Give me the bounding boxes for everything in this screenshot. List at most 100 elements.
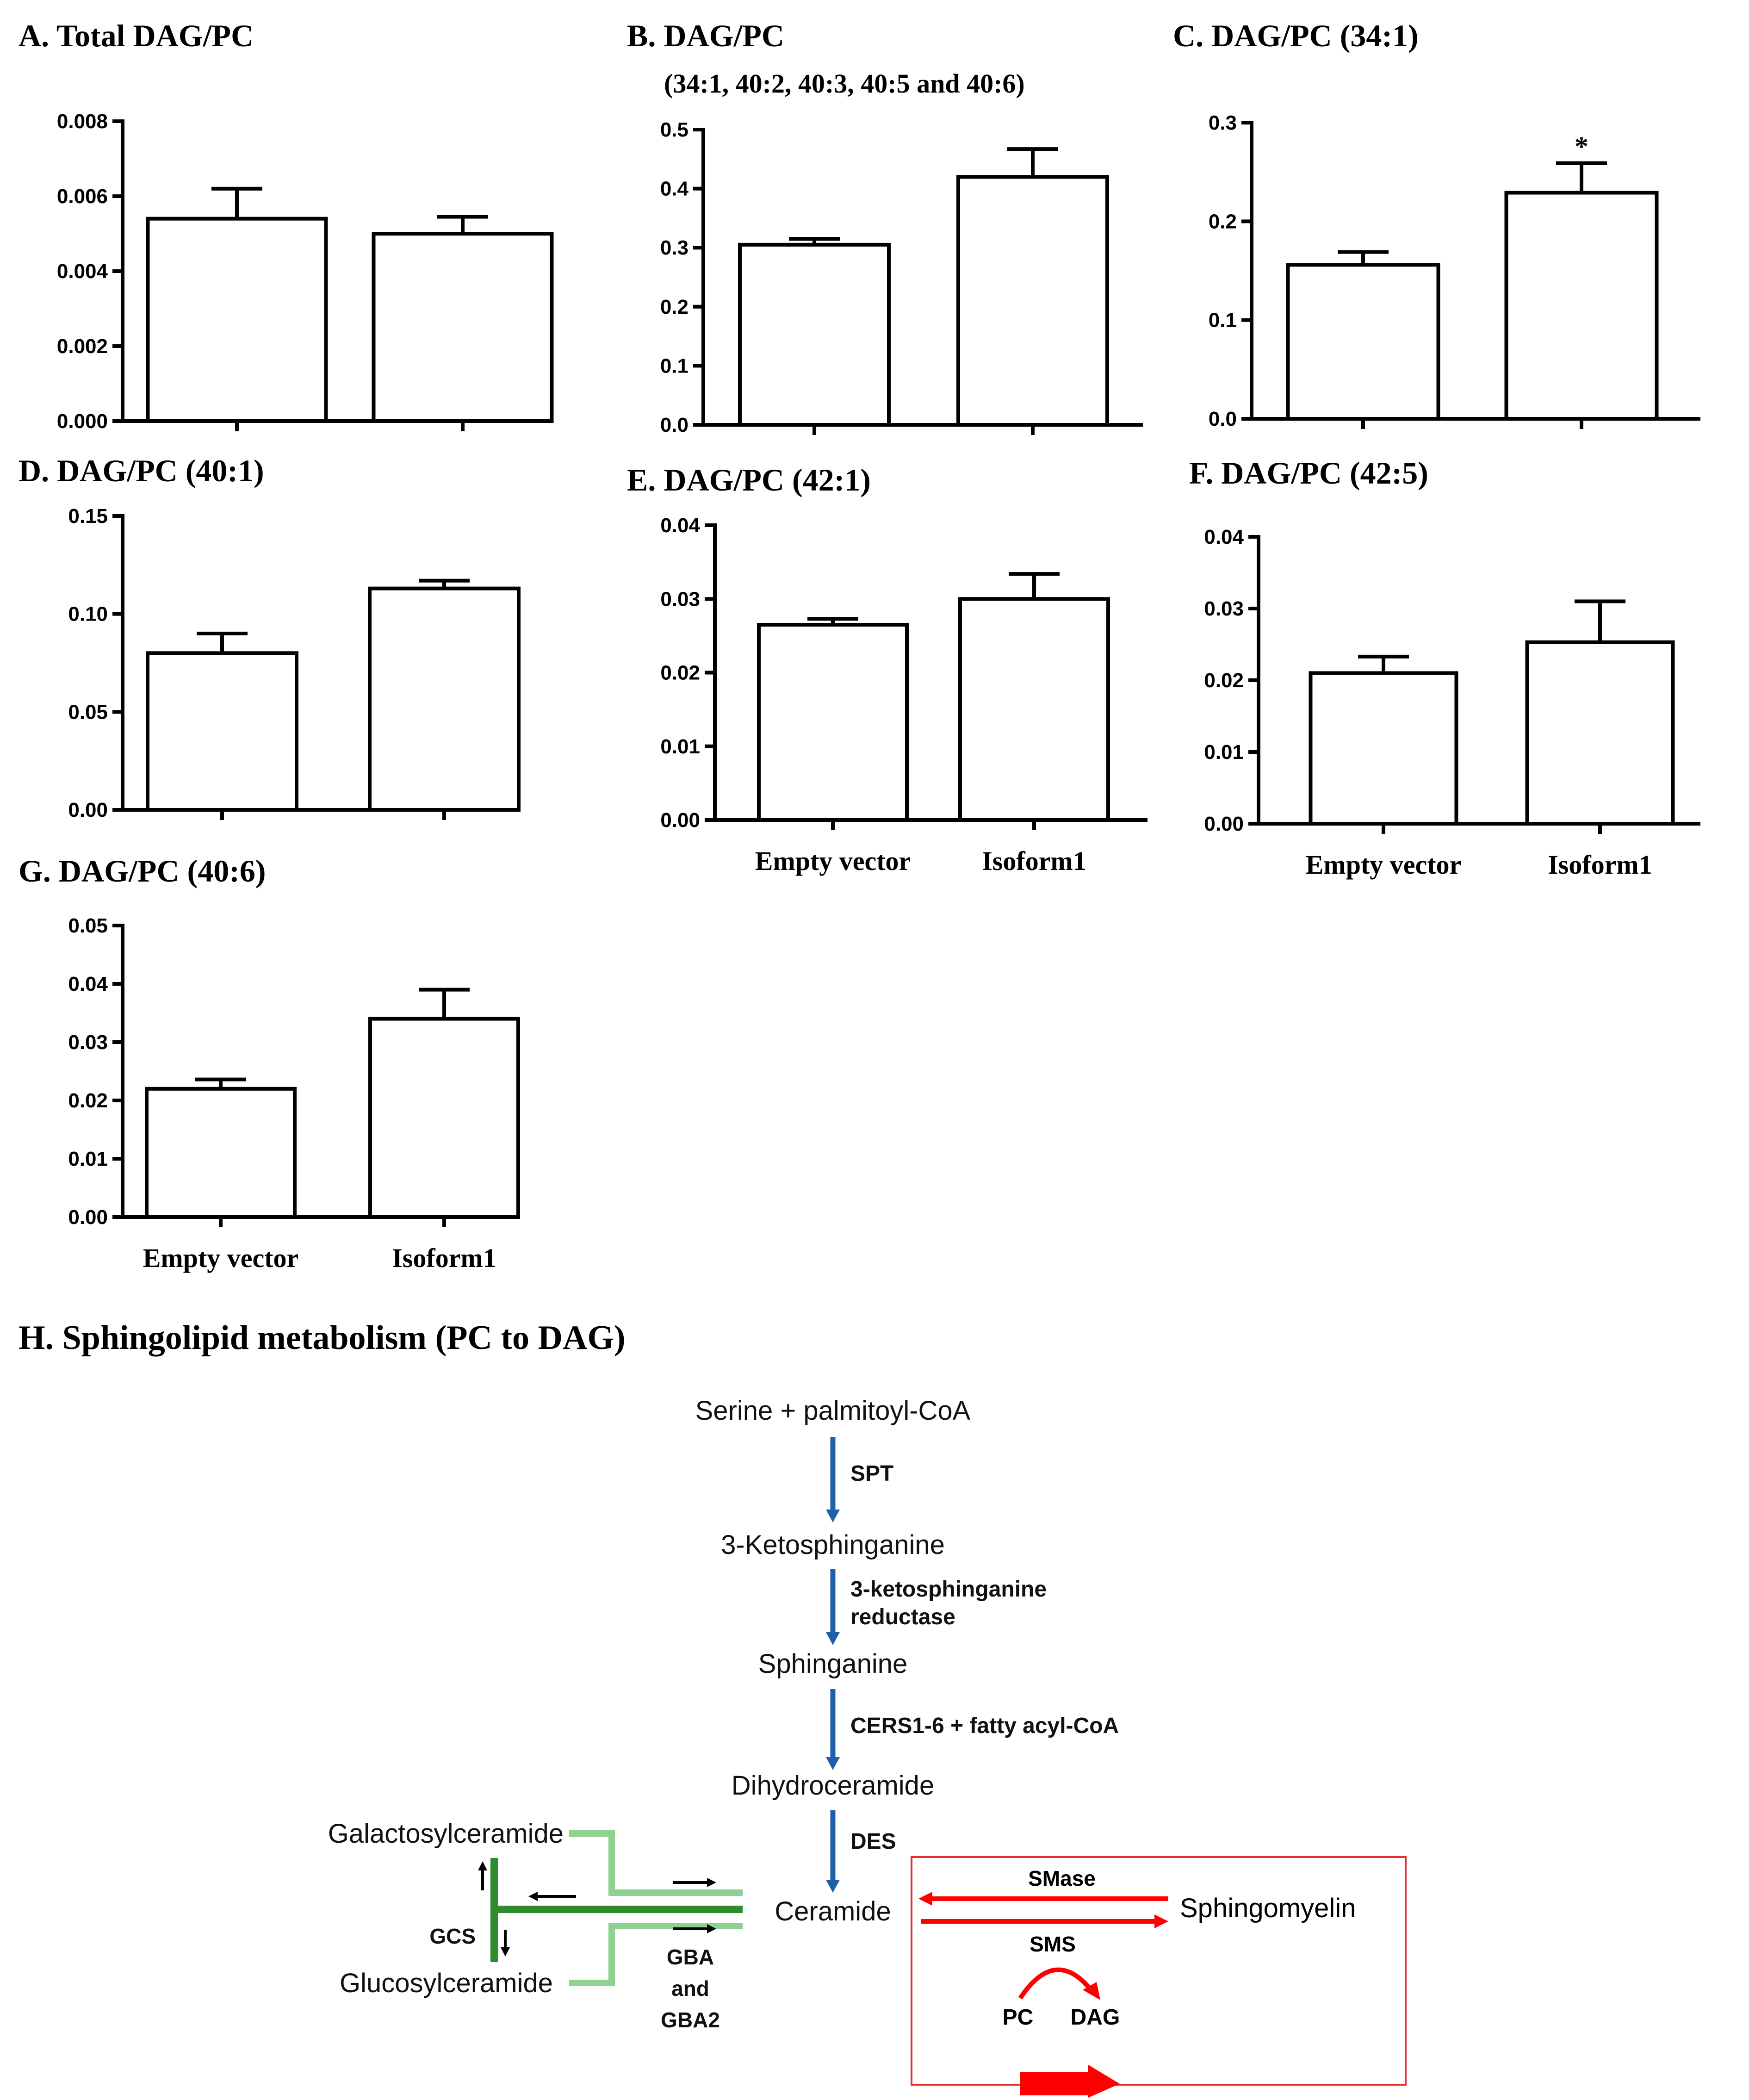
y-tick-label: 0.10 bbox=[68, 603, 108, 626]
y-tick-label: 0.01 bbox=[68, 1148, 108, 1170]
panel-e-title: E. DAG/PC (42:1) bbox=[627, 462, 871, 497]
y-tick-label: 0.5 bbox=[660, 118, 688, 141]
serine-palmitoyl-coa-label: Serine + palmitoyl-CoA bbox=[695, 1396, 971, 1426]
bar bbox=[1504, 191, 1659, 421]
enzyme-smase: SMase bbox=[1028, 1866, 1096, 1890]
arrow-smase-head bbox=[918, 1892, 932, 1906]
y-tick-label: 0.00 bbox=[68, 799, 108, 821]
y-tick-label: 0.02 bbox=[68, 1089, 108, 1112]
y-tick-label: 0.15 bbox=[68, 505, 108, 528]
y-tick-label: 0.1 bbox=[660, 354, 688, 377]
sms-box-frame bbox=[911, 1856, 1407, 2086]
enzyme-spt: SPT bbox=[850, 1461, 893, 1486]
arrow-right-bottom-head bbox=[707, 1924, 716, 1933]
y-tick-label: 0.2 bbox=[1209, 210, 1237, 233]
y-tick-label: 0.00 bbox=[68, 1206, 108, 1229]
bar bbox=[1309, 671, 1458, 826]
glucosylceramide-label: Glucosylceramide bbox=[340, 1968, 553, 1998]
bar bbox=[1525, 640, 1675, 826]
arrow-keto-reductase-head bbox=[826, 1632, 840, 1645]
pc-to-dag-curve bbox=[1018, 1967, 1093, 2000]
panel-d-title: D. DAG/PC (40:1) bbox=[19, 453, 264, 488]
x-category-label: Isoform1 bbox=[982, 846, 1086, 876]
big-red-arrow-head bbox=[1088, 2065, 1120, 2098]
galactosylceramide-label: Galactosylceramide bbox=[328, 1819, 564, 1849]
panel-a-title: A. Total DAG/PC bbox=[19, 18, 254, 53]
panel-g-title: G. DAG/PC (40:6) bbox=[19, 853, 266, 888]
bar bbox=[368, 586, 521, 812]
arrow-down-gluco-head bbox=[501, 1947, 510, 1957]
y-tick-label: 0.04 bbox=[68, 973, 108, 995]
enzyme-des: DES bbox=[850, 1829, 896, 1854]
enzyme-gcs: GCS bbox=[429, 1924, 476, 1948]
panel-h: H. Sphingolipid metabolism (PC to DAG) S… bbox=[19, 1319, 1407, 2098]
arrow-up-galacto-head bbox=[478, 1861, 487, 1870]
panel-f: F. DAG/PC (42:5) 0.00 0.01 0.02 0.03 0.04 Emp… bbox=[1189, 455, 1700, 880]
y-tick-label: 0.05 bbox=[68, 701, 108, 723]
y-tick-label: 0.002 bbox=[57, 335, 108, 358]
bar bbox=[956, 175, 1109, 427]
bar bbox=[146, 651, 298, 812]
y-tick-label: 0.3 bbox=[660, 236, 688, 259]
enzyme-gba-line2: and bbox=[671, 1976, 709, 2001]
y-tick-label: 0.3 bbox=[1209, 112, 1237, 134]
x-category-label: Empty vector bbox=[1306, 850, 1462, 880]
ketosphinganine-label: 3-Ketosphinganine bbox=[721, 1530, 945, 1560]
panel-d: D. DAG/PC (40:1) 0.00 0.05 0.10 0.15 bbox=[19, 453, 521, 821]
chart-f: 0.00 0.01 0.02 0.03 0.04 Empty vector Isoform1 bbox=[1204, 526, 1700, 880]
panel-h-title: H. Sphingolipid metabolism (PC to DAG) bbox=[19, 1319, 626, 1357]
y-tick-label: 0.03 bbox=[660, 588, 700, 610]
panel-c-title: C. DAG/PC (34:1) bbox=[1173, 18, 1419, 53]
arrow-spt-head bbox=[826, 1510, 840, 1522]
y-tick-label: 0.03 bbox=[68, 1031, 108, 1054]
arrow-des-head bbox=[826, 1880, 840, 1893]
panel-c: C. DAG/PC (34:1) 0.0 0.1 0.2 0.3 * bbox=[1173, 18, 1700, 430]
glycosylation-branch bbox=[490, 1830, 743, 1986]
dag-label: DAG bbox=[1071, 2005, 1120, 2030]
galacto-bracket-line bbox=[569, 1830, 743, 1896]
arrow-cers-head bbox=[826, 1757, 840, 1770]
y-tick-label: 0.1 bbox=[1209, 309, 1237, 332]
y-tick-label: 0.2 bbox=[660, 296, 688, 318]
pc-label: PC bbox=[1003, 2005, 1034, 2030]
y-tick-label: 0.01 bbox=[1204, 741, 1244, 764]
y-tick-label: 0.02 bbox=[660, 662, 700, 684]
chart-d: 0.00 0.05 0.10 0.15 bbox=[68, 505, 521, 821]
panel-b-title: B. DAG/PC bbox=[627, 18, 784, 53]
panel-e: E. DAG/PC (42:1) 0.00 0.01 0.02 0.03 0.04 Emp… bbox=[627, 462, 1147, 876]
x-category-label: Isoform1 bbox=[1548, 850, 1652, 880]
y-tick-label: 0.006 bbox=[57, 185, 108, 208]
bar bbox=[145, 1087, 297, 1219]
x-category-label: Empty vector bbox=[755, 846, 911, 876]
bar bbox=[372, 232, 554, 423]
y-tick-label: 0.0 bbox=[660, 414, 688, 436]
y-tick-label: 0.00 bbox=[1204, 813, 1244, 835]
y-tick-label: 0.000 bbox=[57, 410, 108, 433]
gluco-bracket-line bbox=[569, 1923, 743, 1986]
bar bbox=[368, 1017, 520, 1219]
enzyme-keto-reductase-line1: 3-ketosphinganine bbox=[850, 1577, 1047, 1602]
enzyme-gba-line3: GBA2 bbox=[661, 2008, 720, 2032]
big-red-arrow-body bbox=[1020, 2072, 1091, 2095]
y-tick-label: 0.02 bbox=[1204, 669, 1244, 692]
bar bbox=[1286, 263, 1440, 421]
chart-b: 0.0 0.1 0.2 0.3 0.4 0.5 bbox=[660, 118, 1143, 436]
y-tick-label: 0.04 bbox=[1204, 526, 1244, 548]
panel-g: G. DAG/PC (40:6) 0.000.010.020.030.040.0… bbox=[19, 853, 520, 1273]
ceramide-label: Ceramide bbox=[775, 1896, 891, 1926]
chart-a: 0.000 0.002 0.004 0.006 0.008 bbox=[57, 110, 554, 433]
y-tick-label: 0.00 bbox=[660, 809, 700, 832]
sphinganine-label: Sphinganine bbox=[758, 1649, 908, 1679]
sphingomyelin-label: Sphingomyelin bbox=[1180, 1893, 1356, 1923]
y-tick-label: 0.008 bbox=[57, 110, 108, 133]
chart-g: 0.00 0.01 0.02 0.03 0.04 0.05 Empty vector Isof… bbox=[68, 914, 520, 1273]
x-category-label: Isoform1 bbox=[392, 1243, 496, 1273]
y-tick-label: 0.01 bbox=[660, 735, 700, 758]
panel-a: A. Total DAG/PC 0.0000.0020.0040.0060.00… bbox=[19, 18, 554, 433]
bar bbox=[958, 597, 1110, 822]
enzyme-sms: SMS bbox=[1030, 1932, 1076, 1956]
arrow-sms-head bbox=[1154, 1914, 1168, 1928]
enzyme-gba-line1: GBA bbox=[667, 1945, 714, 1969]
panel-b: B. DAG/PC (34:1, 40:2, 40:3, 40:5 and 40… bbox=[627, 18, 1143, 436]
